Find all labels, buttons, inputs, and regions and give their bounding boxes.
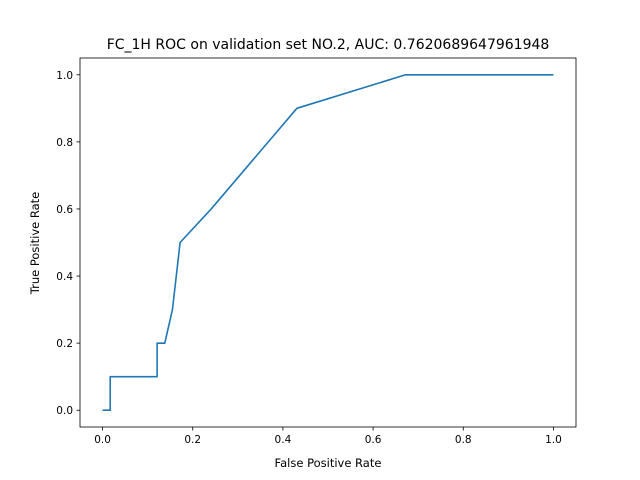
x-axis-label: False Positive Rate (275, 456, 382, 470)
y-tick-label: 0.2 (56, 338, 73, 350)
x-tick-label: 0.2 (184, 434, 201, 446)
y-tick-label: 0.0 (56, 405, 73, 417)
y-tick-label: 0.4 (56, 271, 73, 283)
x-tick-label: 1.0 (545, 434, 562, 446)
plot-area: 0.0 0.2 0.4 0.6 0.8 1.0 0.0 0.2 0.4 0.6 0.8 1.0 (56, 57, 577, 446)
x-tick-label: 0.0 (94, 434, 111, 446)
y-tick-label: 1.0 (56, 70, 73, 82)
axes-frame (79, 57, 577, 428)
y-tick-label: 0.6 (56, 204, 73, 216)
y-tick-label: 0.8 (56, 137, 73, 149)
chart-title: FC_1H ROC on validation set NO.2, AUC: 0… (107, 37, 550, 53)
y-axis-label: True Positive Rate (28, 192, 42, 295)
x-tick-label: 0.6 (365, 434, 382, 446)
x-tick-label: 0.4 (275, 434, 292, 446)
roc-curve-line (102, 73, 554, 412)
x-tick-label: 0.8 (455, 434, 472, 446)
